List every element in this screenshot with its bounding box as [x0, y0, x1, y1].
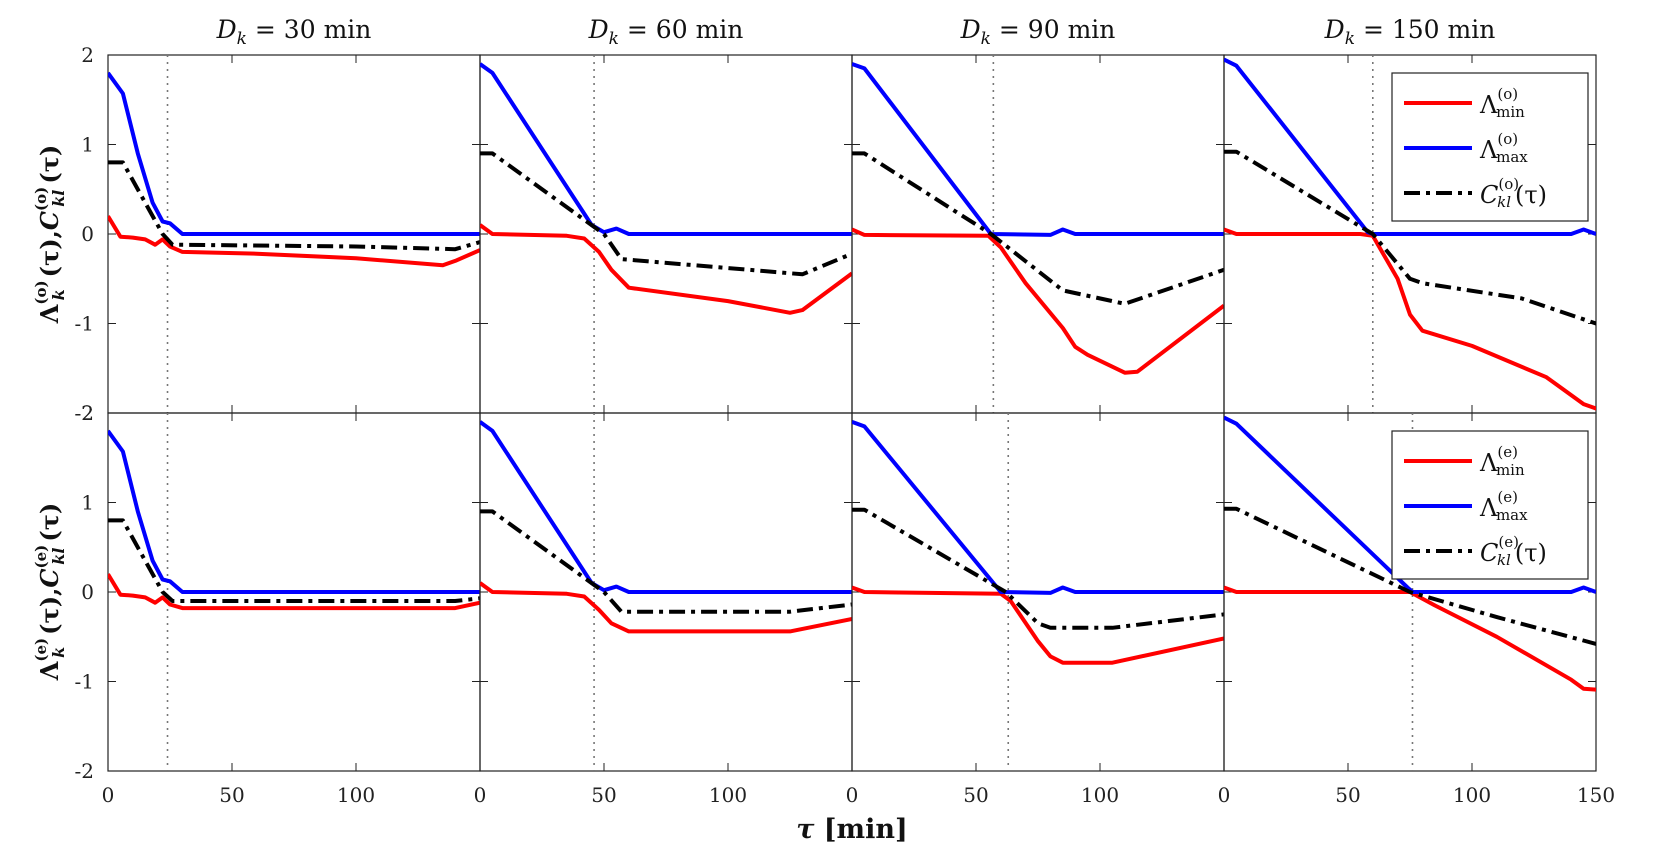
series-lambda-min — [108, 573, 480, 611]
series-lambda-min — [1224, 585, 1596, 692]
series-lambda-min — [1224, 227, 1596, 411]
panel-r1-c2 — [851, 412, 1225, 772]
y-tick-label: -1 — [75, 312, 94, 336]
legend-label: Λ(e) min — [1479, 443, 1525, 479]
series-lambda-max — [480, 420, 852, 594]
series-c-kl — [480, 509, 852, 614]
series-c-kl — [852, 151, 1224, 306]
y-tick-label: 0 — [81, 580, 94, 604]
panel-r1-c3 — [1223, 412, 1597, 772]
x-tick-label: 0 — [1218, 783, 1231, 807]
x-tick-label: 50 — [963, 783, 988, 807]
y-tick-label: 1 — [81, 491, 94, 515]
y-tick-label: 0 — [81, 222, 94, 246]
x-tick-label: 100 — [337, 783, 375, 807]
series-c-kl — [1224, 506, 1596, 646]
x-axis-label: τ [min] — [796, 814, 908, 845]
legend-label: C(e) kl (τ) — [1480, 533, 1547, 569]
y-tick-label: 2 — [81, 43, 94, 67]
y-tick-label: -2 — [75, 401, 94, 425]
series-lambda-min — [852, 227, 1224, 375]
x-tick-label: 0 — [102, 783, 115, 807]
y-axis-label-row-0: Λ(o)k(τ),C(o)kl(τ) — [32, 145, 68, 324]
series-lambda-max — [108, 429, 480, 594]
panel-r0-c2 — [851, 54, 1225, 414]
x-tick-label: 100 — [1453, 783, 1491, 807]
x-tick-label: 50 — [591, 783, 616, 807]
series-c-kl — [480, 151, 852, 277]
x-tick-label: 50 — [1335, 783, 1360, 807]
legend-label: C(o) kl (τ) — [1480, 175, 1547, 211]
series-lambda-min — [480, 223, 852, 315]
y-tick-label: -2 — [75, 759, 94, 783]
legend-label: Λ(o) min — [1479, 85, 1525, 121]
series-lambda-max — [480, 62, 852, 236]
column-title-1: Dk = 60 min — [588, 15, 744, 49]
column-title-0: Dk = 30 min — [216, 15, 372, 49]
x-tick-label: 0 — [474, 783, 487, 807]
column-titles: Dk = 30 min Dk = 60 min Dk = 90 min Dk = 15… — [216, 15, 1496, 49]
column-title-3: Dk = 150 min — [1324, 15, 1496, 49]
x-tick-label: 100 — [709, 783, 747, 807]
series-lambda-min — [852, 585, 1224, 665]
series-lambda-max — [852, 420, 1224, 595]
legend-row-0: Λ(o) min Λ(o) max C(o) kl (τ) — [1391, 72, 1589, 222]
series-lambda-max — [108, 71, 480, 236]
series-lambda-min — [480, 581, 852, 634]
y-tick-label: 1 — [81, 133, 94, 157]
x-tick-label: 150 — [1577, 783, 1615, 807]
series-c-kl — [852, 507, 1224, 630]
series-c-kl — [1224, 149, 1596, 326]
panels-layer — [107, 54, 1597, 772]
legend-label: Λ(e) max — [1479, 488, 1528, 524]
series-lambda-min — [108, 215, 480, 268]
legends: Λ(o) min Λ(o) max C(o) kl (τ) Λ(e) min Λ(e) max C(e… — [1391, 72, 1589, 580]
y-tick-label: -1 — [75, 670, 94, 694]
panel-r0-c1 — [479, 54, 853, 414]
series-c-kl — [108, 160, 480, 252]
legend-row-1: Λ(e) min Λ(e) max C(e) kl (τ) — [1391, 430, 1589, 580]
series-lambda-max — [852, 62, 1224, 237]
panel-r1-c0 — [107, 412, 481, 772]
y-axis-label-row-1: Λ(e)k(τ),C(e)kl(τ) — [32, 503, 68, 682]
column-title-2: Dk = 90 min — [960, 15, 1116, 49]
x-tick-label: 100 — [1081, 783, 1119, 807]
panel-r0-c0 — [107, 54, 481, 414]
x-tick-label: 50 — [219, 783, 244, 807]
x-tick-label: 0 — [846, 783, 859, 807]
series-c-kl — [108, 518, 480, 603]
panel-r1-c1 — [479, 412, 853, 772]
y-tick-label: -2 — [75, 401, 94, 425]
legend-label: Λ(o) max — [1479, 130, 1528, 166]
